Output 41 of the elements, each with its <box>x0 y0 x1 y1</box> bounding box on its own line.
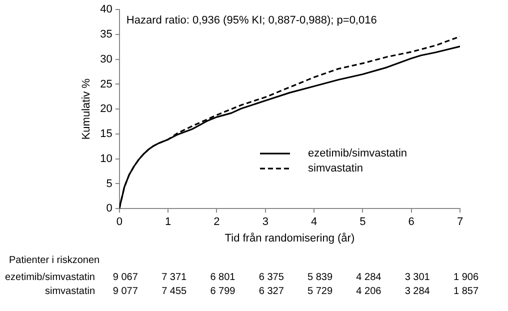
y-tick-label: 20 <box>100 103 112 116</box>
y-tick-label: 35 <box>100 28 112 41</box>
text: 4 284 <box>356 272 382 283</box>
text: 6 801 <box>210 272 236 283</box>
x-tick-label: 2 <box>214 216 220 228</box>
text: 4 206 <box>356 286 382 297</box>
text: 9 067 <box>112 272 138 283</box>
x-tick-label: 3 <box>262 216 268 228</box>
y-tick-label: 10 <box>100 152 112 165</box>
y-tick-label: 30 <box>100 53 112 66</box>
x-tick-label: 0 <box>116 216 122 228</box>
text: 3 301 <box>404 272 430 283</box>
text: 6 799 <box>210 286 236 297</box>
x-tick-label: 6 <box>408 216 414 228</box>
annotation: Hazard ratio: 0,936 (95% KI; 0,887-0,988); p=0,016 <box>126 14 377 27</box>
text: simvastatin <box>44 286 95 297</box>
text: 6 375 <box>258 272 284 283</box>
text: ezetimib/simvastatin <box>4 272 95 283</box>
text: Patienter i riskzonen <box>9 255 100 266</box>
x-tick-label: 5 <box>360 216 366 228</box>
text: 1 906 <box>453 272 479 283</box>
x-axis-title: Tid från randomisering (år) <box>224 232 355 244</box>
text: 1 857 <box>453 286 479 297</box>
y-axis-title: Kumulativ % <box>80 78 93 140</box>
y-tick-label: 25 <box>100 78 112 90</box>
legend-label: ezetimib/simvastatin <box>308 148 408 160</box>
y-tick-label: 40 <box>100 4 112 16</box>
y-tick-label: 5 <box>106 178 112 190</box>
x-tick-label: 7 <box>456 216 464 228</box>
text: 3 284 <box>404 286 430 297</box>
x-tick-label: 4 <box>310 216 318 228</box>
text: 5 839 <box>308 272 333 283</box>
text: 7 371 <box>162 272 187 283</box>
y-tick-label: 15 <box>100 128 112 140</box>
text: 9 077 <box>112 286 138 297</box>
x-tick-label: 1 <box>165 216 172 228</box>
text: 5 729 <box>308 286 333 297</box>
text: 7 455 <box>162 286 187 297</box>
text: 6 327 <box>258 286 284 297</box>
legend-label: simvastatin <box>308 162 364 175</box>
y-tick-label: 0 <box>106 202 112 215</box>
